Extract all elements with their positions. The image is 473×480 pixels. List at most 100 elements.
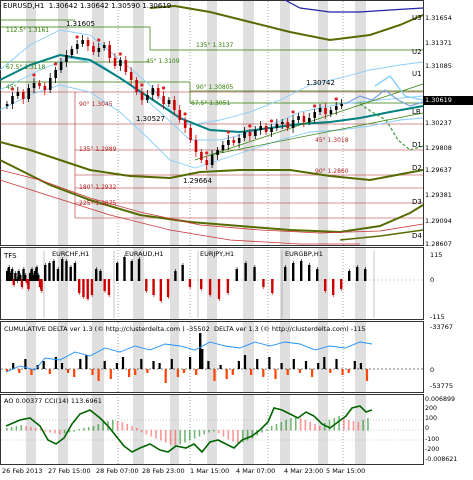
tfs-candle-body xyxy=(271,279,274,293)
delta-bar xyxy=(274,369,277,379)
session-stripe xyxy=(355,395,366,464)
main-candle-body xyxy=(178,110,182,120)
gann-label: 90° 1.30805 xyxy=(196,84,234,91)
ao-bar xyxy=(294,417,297,431)
main-candle-body xyxy=(86,40,90,46)
delta-bar xyxy=(353,361,356,369)
delta-bar xyxy=(213,369,216,381)
session-stripe xyxy=(243,322,254,392)
delta-bar xyxy=(231,369,234,375)
main-candle-body xyxy=(183,120,187,128)
ao-bar xyxy=(169,430,172,445)
ao-bar xyxy=(285,420,287,431)
tfs-candle-body xyxy=(99,271,102,281)
tfs-candle-body xyxy=(166,279,170,297)
delta-bar xyxy=(250,369,253,375)
ao-bar xyxy=(193,430,196,439)
session-stripe xyxy=(92,248,104,319)
delta-bar xyxy=(323,357,326,369)
tfs-candle-body xyxy=(25,279,29,283)
tfs-candle-body xyxy=(9,273,12,281)
price-axis-label: 1.28607 xyxy=(425,240,452,248)
time-axis-label: 1 Mar 15:00 xyxy=(190,467,230,475)
time-axis-label: 4 Mar 07:00 xyxy=(236,467,276,475)
price-mark: 1.31605 xyxy=(66,20,95,28)
band-red-2 xyxy=(0,179,360,245)
delta-bar xyxy=(298,369,301,373)
ao-bar xyxy=(309,422,311,431)
band-red-1 xyxy=(0,169,424,234)
delta-bar xyxy=(97,369,100,381)
delta-bar xyxy=(79,359,82,369)
delta-bar xyxy=(292,359,295,369)
session-stripe xyxy=(170,1,179,245)
delta-bar xyxy=(170,359,173,369)
ao-bar xyxy=(63,430,66,434)
tfs-candle-body xyxy=(159,279,163,301)
current-price-box xyxy=(423,96,473,105)
session-stripe xyxy=(133,248,144,319)
fractal-dot xyxy=(75,35,79,39)
main-candle-body xyxy=(324,108,327,114)
main-candle-body xyxy=(113,58,117,66)
tfs-candle-body xyxy=(33,271,37,281)
ao-bar xyxy=(10,427,13,431)
ao-bar xyxy=(68,430,71,433)
tfs-candle-body xyxy=(116,263,119,281)
main-candle-body xyxy=(167,100,171,104)
tfs-candle-body xyxy=(52,261,55,281)
tfs-candle-body xyxy=(19,275,22,281)
fractal-dot xyxy=(334,97,338,101)
tfs-candle-body xyxy=(340,279,343,289)
session-stripe xyxy=(243,248,254,319)
session-stripe xyxy=(58,248,68,319)
ao-bar xyxy=(237,430,239,444)
ao-bar xyxy=(304,420,307,431)
price-mark: 1.30742 xyxy=(306,79,335,87)
delta-bar xyxy=(182,369,186,373)
cumdelta-title: CUMULATIVE DELTA ver 1.3 (© http://clust… xyxy=(4,325,366,333)
ao-bar xyxy=(189,430,191,441)
ao-axis-label: 0.006899 xyxy=(425,396,456,403)
channel-top-blue xyxy=(284,0,424,13)
level-label: D2 xyxy=(412,164,422,172)
ao-bar xyxy=(266,429,268,431)
ao-bar xyxy=(367,418,369,431)
price-axis-label: 1.31085 xyxy=(425,62,452,70)
ao-bar xyxy=(6,428,8,431)
bb-upper xyxy=(0,29,424,126)
main-candle-body xyxy=(124,60,128,72)
ao-bar xyxy=(213,430,215,432)
fractal-dot xyxy=(32,73,36,77)
delta-bar-spike xyxy=(199,333,202,369)
main-candle-body xyxy=(16,92,20,96)
tfs-candle-body xyxy=(174,271,177,281)
main-candle-body xyxy=(11,96,14,104)
delta-bar xyxy=(164,369,167,383)
main-candle-body xyxy=(102,45,106,48)
session-stripe xyxy=(170,322,179,392)
main-candle-body xyxy=(200,152,203,160)
ao-bar xyxy=(121,422,124,431)
fractal-dot xyxy=(248,124,252,128)
tfs-candle-body xyxy=(6,271,9,281)
ao-bar xyxy=(155,430,157,439)
ao-bar xyxy=(102,422,104,431)
session-stripe xyxy=(133,322,144,392)
ao-bar xyxy=(44,430,47,432)
tfs-candle-body xyxy=(253,267,256,281)
tfs-pair-label: EURAUD,H1 xyxy=(125,250,164,258)
level-label: U3 xyxy=(412,14,422,22)
session-stripe xyxy=(207,322,217,392)
delta-bar xyxy=(103,361,106,369)
session-stripe xyxy=(58,1,68,245)
tfs-candle-body xyxy=(82,279,85,297)
main-candle-body xyxy=(92,46,95,52)
delta-bar xyxy=(225,369,228,379)
tfs-candle-body xyxy=(292,263,295,281)
tfs-candle-body xyxy=(103,279,106,291)
session-stripe xyxy=(170,395,179,464)
ao-bar xyxy=(270,426,273,431)
main-candle-body xyxy=(297,116,300,120)
